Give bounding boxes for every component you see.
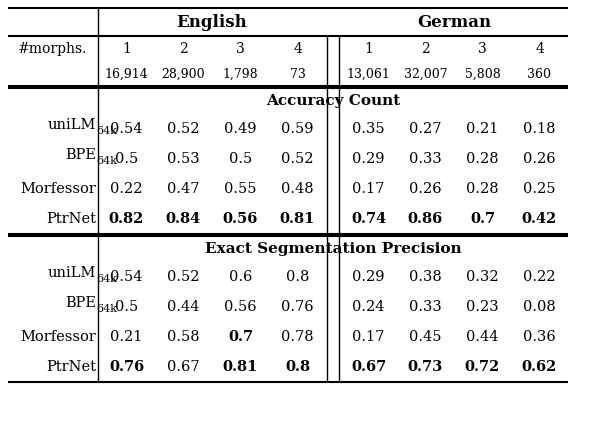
Text: 0.47: 0.47 [167, 182, 200, 196]
Text: 0.5: 0.5 [115, 300, 138, 314]
Text: 0.82: 0.82 [109, 212, 144, 226]
Text: 2: 2 [179, 42, 188, 56]
Text: #morphs.: #morphs. [18, 42, 88, 56]
Text: 0.44: 0.44 [467, 330, 498, 344]
Text: 0.23: 0.23 [466, 300, 499, 314]
Text: 0.54: 0.54 [110, 122, 143, 136]
Text: English: English [176, 13, 247, 30]
Text: 0.81: 0.81 [280, 212, 315, 226]
Text: 0.24: 0.24 [352, 300, 385, 314]
Text: BPE: BPE [65, 296, 96, 310]
Text: 0.17: 0.17 [352, 182, 385, 196]
Text: 3: 3 [236, 42, 245, 56]
Text: 0.29: 0.29 [352, 270, 385, 284]
Text: 64k: 64k [96, 274, 117, 284]
Text: 0.55: 0.55 [225, 182, 256, 196]
Text: 0.17: 0.17 [352, 330, 385, 344]
Text: 0.8: 0.8 [286, 270, 309, 284]
Text: 0.22: 0.22 [523, 270, 556, 284]
Text: 0.56: 0.56 [223, 212, 258, 226]
Text: 3: 3 [478, 42, 487, 56]
Text: 0.44: 0.44 [167, 300, 200, 314]
Text: 0.58: 0.58 [167, 330, 200, 344]
Text: 0.6: 0.6 [229, 270, 252, 284]
Text: 0.74: 0.74 [351, 212, 386, 226]
Text: 360: 360 [527, 68, 551, 81]
Text: 0.7: 0.7 [228, 330, 253, 344]
Text: 0.32: 0.32 [466, 270, 499, 284]
Text: 0.48: 0.48 [281, 182, 314, 196]
Text: 0.35: 0.35 [352, 122, 385, 136]
Text: 0.56: 0.56 [224, 300, 257, 314]
Text: 4: 4 [535, 42, 544, 56]
Text: 0.54: 0.54 [110, 270, 143, 284]
Text: Exact Segmentation Precision: Exact Segmentation Precision [205, 242, 461, 256]
Text: 0.73: 0.73 [408, 360, 443, 374]
Text: 0.7: 0.7 [470, 212, 495, 226]
Text: 64k: 64k [96, 126, 117, 136]
Text: 0.38: 0.38 [409, 270, 442, 284]
Text: 64k: 64k [96, 304, 117, 314]
Text: 0.8: 0.8 [285, 360, 310, 374]
Text: 0.28: 0.28 [466, 152, 499, 166]
Text: 4: 4 [293, 42, 302, 56]
Text: 0.45: 0.45 [409, 330, 442, 344]
Text: 0.18: 0.18 [523, 122, 556, 136]
Text: 0.67: 0.67 [167, 360, 200, 374]
Text: 0.53: 0.53 [167, 152, 200, 166]
Text: 1: 1 [364, 42, 373, 56]
Text: 64k: 64k [96, 156, 117, 166]
Text: 0.33: 0.33 [409, 152, 442, 166]
Text: 0.86: 0.86 [408, 212, 443, 226]
Text: 0.29: 0.29 [352, 152, 385, 166]
Text: 0.76: 0.76 [109, 360, 144, 374]
Text: 0.5: 0.5 [115, 152, 138, 166]
Text: 0.59: 0.59 [281, 122, 314, 136]
Text: 13,061: 13,061 [347, 68, 391, 81]
Text: Morfessor: Morfessor [20, 182, 96, 196]
Text: 28,900: 28,900 [162, 68, 205, 81]
Text: German: German [417, 13, 491, 30]
Text: PtrNet: PtrNet [46, 360, 96, 374]
Text: 32,007: 32,007 [404, 68, 447, 81]
Text: 73: 73 [290, 68, 305, 81]
Text: 0.26: 0.26 [523, 152, 556, 166]
Text: uniLM: uniLM [48, 266, 96, 280]
Text: 0.76: 0.76 [281, 300, 314, 314]
Text: 0.81: 0.81 [223, 360, 258, 374]
Text: 0.49: 0.49 [225, 122, 256, 136]
Text: 0.78: 0.78 [281, 330, 314, 344]
Text: 0.72: 0.72 [465, 360, 500, 374]
Text: 0.22: 0.22 [110, 182, 143, 196]
Text: 0.67: 0.67 [351, 360, 386, 374]
Text: 0.21: 0.21 [467, 122, 498, 136]
Text: 0.62: 0.62 [522, 360, 557, 374]
Text: 0.26: 0.26 [409, 182, 442, 196]
Text: 16,914: 16,914 [105, 68, 148, 81]
Text: 0.5: 0.5 [229, 152, 252, 166]
Text: 0.27: 0.27 [409, 122, 442, 136]
Text: 0.52: 0.52 [167, 122, 200, 136]
Text: 1,798: 1,798 [223, 68, 258, 81]
Text: BPE: BPE [65, 148, 96, 162]
Text: 0.08: 0.08 [523, 300, 556, 314]
Text: 0.52: 0.52 [167, 270, 200, 284]
Text: 5,808: 5,808 [465, 68, 500, 81]
Text: Morfessor: Morfessor [20, 330, 96, 344]
Text: 0.33: 0.33 [409, 300, 442, 314]
Text: 0.25: 0.25 [523, 182, 556, 196]
Text: 2: 2 [421, 42, 430, 56]
Text: 0.52: 0.52 [281, 152, 314, 166]
Text: PtrNet: PtrNet [46, 212, 96, 226]
Text: 0.36: 0.36 [523, 330, 556, 344]
Text: 0.84: 0.84 [166, 212, 201, 226]
Text: 0.28: 0.28 [466, 182, 499, 196]
Text: 0.42: 0.42 [522, 212, 557, 226]
Text: Accuracy Count: Accuracy Count [266, 94, 400, 108]
Text: 1: 1 [122, 42, 131, 56]
Text: 0.21: 0.21 [110, 330, 143, 344]
Text: uniLM: uniLM [48, 118, 96, 132]
